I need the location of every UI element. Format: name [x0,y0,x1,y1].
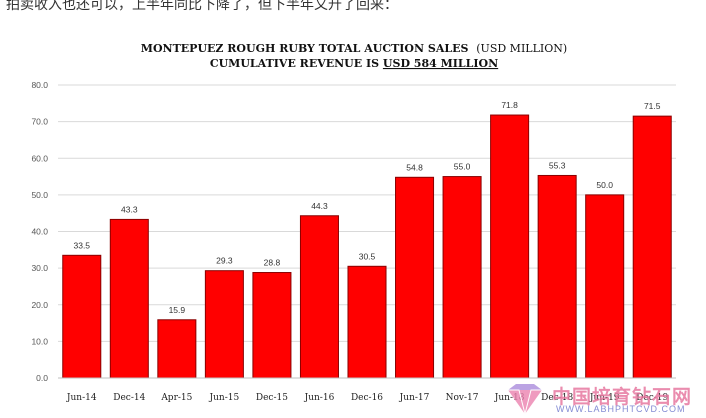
x-tick-label: Apr-15 [160,393,192,403]
x-tick-label: Jun-14 [66,393,97,403]
y-tick-label: 0.0 [36,373,48,383]
x-tick-label: Jun-17 [399,393,430,403]
watermark-url: WWW.LABHPHTCVD.COM [556,404,686,414]
data-label: 71.5 [644,101,661,111]
bar [490,114,530,379]
data-label: 29.3 [216,256,233,266]
data-label: 55.3 [549,160,566,170]
x-tick-label: Nov-17 [446,393,479,403]
bar [395,176,435,379]
chart-subtitle-value: USD 584 MILLION [383,57,498,70]
bar [62,254,102,379]
y-tick-label: 50.0 [31,190,48,200]
data-label: 54.8 [406,162,423,172]
data-label: 55.0 [454,162,471,172]
x-tick-label: Dec-15 [256,393,288,403]
y-tick-label: 60.0 [31,153,48,163]
data-label: 50.0 [596,180,613,190]
bar [585,194,625,379]
chart-subtitle: CUMULATIVE REVENUE IS USD 584 MILLION [210,57,498,70]
intro-text: 拍卖收入也还可以，上半年同比下降了，但下半年又升了回来： [6,0,398,13]
x-tick-label: Dec-19 [636,393,668,403]
y-axis: 0.0 10.0 20.0 30.0 40.0 50.0 60.0 70.0 80.0 [31,80,48,383]
y-tick-label: 30.0 [31,263,48,273]
diamond-logo-icon [508,384,542,415]
x-tick-label: Jun-15 [209,393,240,403]
y-tick-label: 10.0 [31,336,48,346]
data-label: 71.8 [501,100,518,110]
x-axis: Jun-14 Dec-14 Apr-15 Jun-15 Dec-15 Jun-16 Dec-… [58,377,676,403]
x-tick-label: Jun-18 [494,393,525,403]
x-tick-label: Jun-16 [304,393,335,403]
bar [632,115,672,379]
x-tick-label: Dec-16 [351,393,383,403]
chart-title-unit: (USD MILLION) [476,42,567,55]
y-tick-label: 70.0 [31,117,48,127]
bar [157,319,197,379]
watermark-text: 中国培育钻石网 [552,386,693,408]
data-label: 44.3 [311,201,328,211]
data-label: 28.8 [264,258,281,268]
data-label: 30.5 [359,251,376,261]
chart-title-main: MONTEPUEZ ROUGH RUBY TOTAL AUCTION SALES [141,42,469,55]
bar [109,218,149,379]
bar [299,215,339,379]
data-label: 43.3 [121,204,138,214]
y-tick-label: 80.0 [31,80,48,90]
data-label: 15.9 [169,305,186,315]
bar [252,272,292,379]
bar [347,265,387,379]
chart-subtitle-prefix: CUMULATIVE REVENUE IS [210,57,383,70]
x-tick-label: Dec-14 [113,393,145,403]
bars [62,114,672,379]
y-tick-label: 40.0 [31,227,48,237]
x-tick-label: Jun-19 [589,393,620,403]
chart-title: MONTEPUEZ ROUGH RUBY TOTAL AUCTION SALES… [141,42,567,55]
bar [537,174,577,379]
x-tick-label: Dec-18 [541,393,573,403]
watermark: 中国培育钻石网 WWW.LABHPHTCVD.COM [500,382,700,416]
data-labels: 33.5 43.3 15.9 29.3 28.8 44.3 30.5 54.8 55.0 71.8… [73,100,660,315]
y-tick-label: 20.0 [31,300,48,310]
data-label: 33.5 [73,240,90,250]
bar [204,270,244,379]
bar [442,176,482,379]
